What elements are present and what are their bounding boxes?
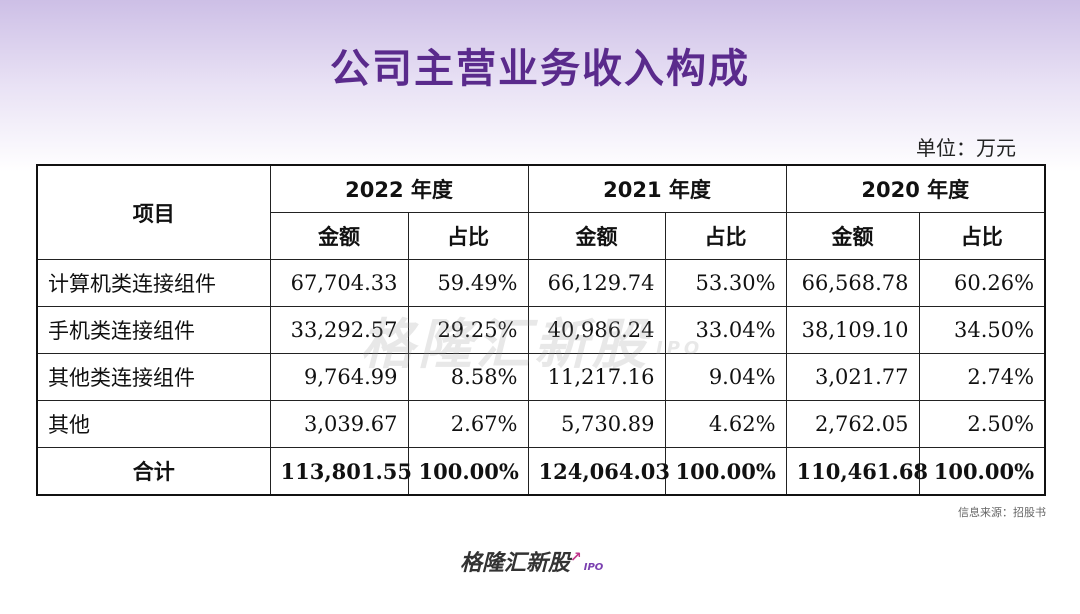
cell-share: 59.49% xyxy=(407,259,529,307)
cell-amount: 2,762.05 xyxy=(785,400,920,448)
page-title: 公司主营业务收入构成 xyxy=(330,46,750,92)
brand-logo: 格隆汇新股↗IPO xyxy=(460,545,603,577)
header-share: 占比 xyxy=(918,212,1046,260)
total-amount: 113,801.55 xyxy=(269,447,412,496)
cell-share: 2.50% xyxy=(918,400,1046,448)
table-row: 其他类连接组件 9,764.99 8.58% 11,217.16 9.04% 3… xyxy=(36,353,1046,401)
table-row: 计算机类连接组件 67,704.33 59.49% 66,129.74 53.3… xyxy=(36,259,1046,307)
header-year: 2021 年度 xyxy=(527,164,787,213)
arrow-up-icon: ↗ xyxy=(570,549,582,566)
table-row: 手机类连接组件 33,292.57 29.25% 40,986.24 33.04… xyxy=(36,306,1046,354)
header-amount: 金额 xyxy=(269,212,409,260)
row-label: 手机类连接组件 xyxy=(36,306,271,354)
total-amount: 110,461.68 xyxy=(785,447,928,496)
cell-share: 29.25% xyxy=(407,306,529,354)
cell-amount: 9,764.99 xyxy=(269,353,409,401)
header-amount: 金额 xyxy=(785,212,920,260)
header-year: 2022 年度 xyxy=(269,164,529,213)
cell-amount: 66,129.74 xyxy=(527,259,666,307)
cell-share: 4.62% xyxy=(664,400,787,448)
header-year: 2020 年度 xyxy=(785,164,1046,213)
total-share: 100.00% xyxy=(407,447,529,496)
header-row-years: 项目 2022 年度 2021 年度 2020 年度 xyxy=(36,164,1046,260)
revenue-table: 项目 2022 年度 2021 年度 2020 年度 金额 占比 金额 占比 金… xyxy=(36,164,1047,496)
total-label: 合计 xyxy=(36,447,271,496)
header-share: 占比 xyxy=(407,212,529,260)
logo-text: 格隆汇新股 xyxy=(460,551,571,576)
cell-share: 2.74% xyxy=(918,353,1046,401)
row-label: 其他 xyxy=(36,400,271,448)
cell-share: 33.04% xyxy=(664,306,787,354)
header-amount: 金额 xyxy=(527,212,666,260)
cell-amount: 3,021.77 xyxy=(785,353,920,401)
cell-share: 2.67% xyxy=(407,400,529,448)
cell-amount: 66,568.78 xyxy=(785,259,920,307)
cell-amount: 3,039.67 xyxy=(269,400,409,448)
logo-ipo: IPO xyxy=(583,562,604,573)
header-share: 占比 xyxy=(664,212,787,260)
cell-amount: 5,730.89 xyxy=(527,400,666,448)
total-share: 100.00% xyxy=(664,447,787,496)
cell-amount: 38,109.10 xyxy=(785,306,920,354)
row-label: 计算机类连接组件 xyxy=(36,259,271,307)
cell-amount: 33,292.57 xyxy=(269,306,409,354)
total-share: 100.00% xyxy=(918,447,1046,496)
cell-share: 8.58% xyxy=(407,353,529,401)
cell-share: 53.30% xyxy=(664,259,787,307)
source-note: 信息来源：招股书 xyxy=(958,506,1046,519)
row-label: 其他类连接组件 xyxy=(36,353,271,401)
cell-amount: 40,986.24 xyxy=(527,306,666,354)
cell-amount: 67,704.33 xyxy=(269,259,409,307)
header-item: 项目 xyxy=(36,164,271,260)
table-row: 其他 3,039.67 2.67% 5,730.89 4.62% 2,762.0… xyxy=(36,400,1046,448)
cell-share: 9.04% xyxy=(664,353,787,401)
unit-label: 单位：万元 xyxy=(916,136,1016,160)
total-row: 合计 113,801.55 100.00% 124,064.03 100.00%… xyxy=(36,447,1046,496)
cell-share: 60.26% xyxy=(918,259,1046,307)
total-amount: 124,064.03 xyxy=(527,447,670,496)
cell-amount: 11,217.16 xyxy=(527,353,666,401)
cell-share: 34.50% xyxy=(918,306,1046,354)
